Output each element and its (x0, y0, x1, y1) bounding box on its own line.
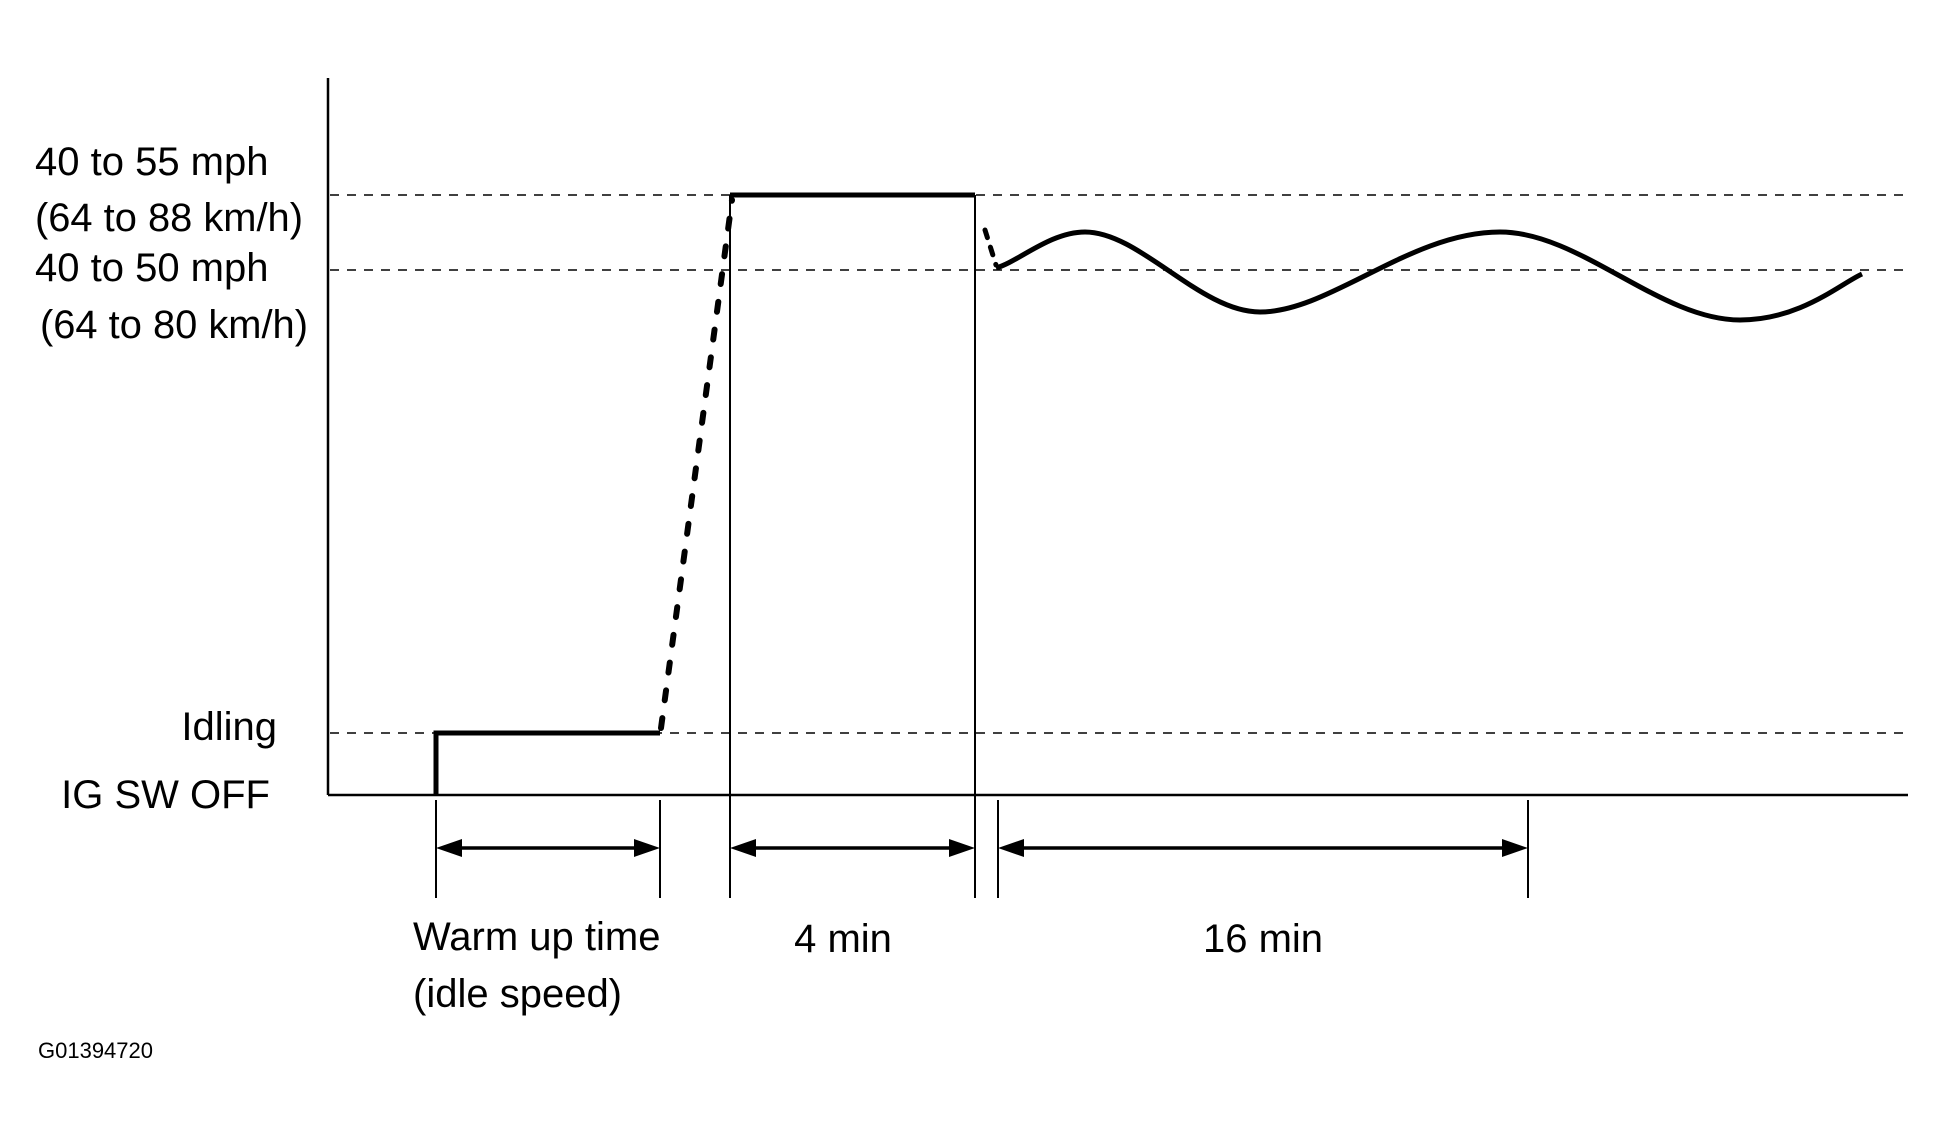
varying-interval-arrow (998, 839, 1528, 857)
constant-interval-arrow (730, 839, 975, 857)
lower-speed-label-kmh: (64 to 80 km/h) (40, 303, 308, 347)
acceleration-dotted-segment (658, 197, 735, 731)
idling-label: Idling (181, 705, 277, 749)
four-min-label: 4 min (794, 917, 892, 961)
warm-up-time-label: Warm up time (413, 915, 660, 959)
idling-segment (433, 730, 660, 795)
upper-speed-label-mph: 40 to 55 mph (35, 140, 269, 184)
idle-speed-label: (idle speed) (413, 972, 622, 1016)
upper-speed-label-kmh: (64 to 88 km/h) (35, 196, 303, 240)
ig-sw-off-label: IG SW OFF (61, 773, 270, 817)
warm-up-interval-arrow (436, 839, 660, 857)
lower-speed-label-mph: 40 to 50 mph (35, 246, 269, 290)
deceleration-dotted-segment (982, 227, 999, 268)
varying-speed-curve (995, 229, 1864, 323)
figure-code: G01394720 (38, 1038, 153, 1063)
sixteen-min-label: 16 min (1203, 917, 1323, 961)
